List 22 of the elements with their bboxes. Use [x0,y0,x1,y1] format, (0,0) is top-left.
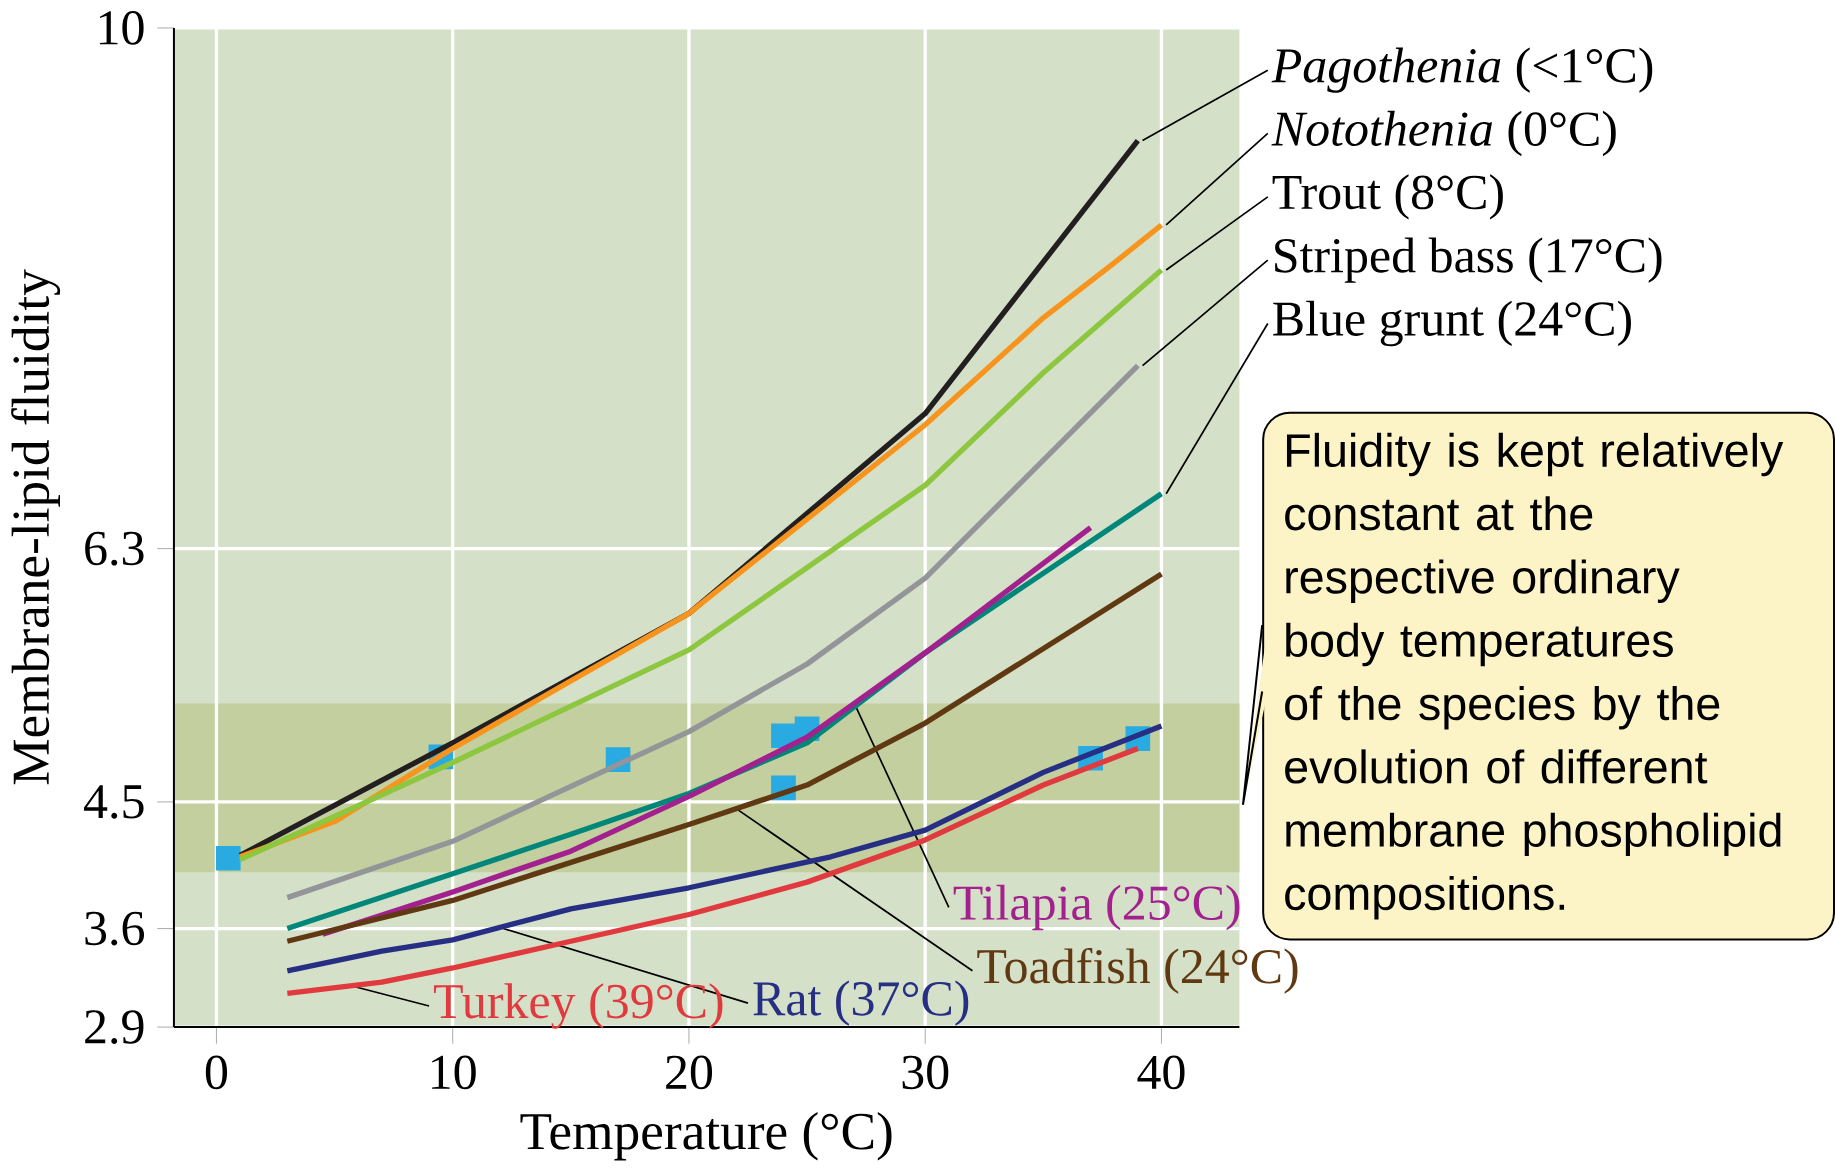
x-axis-title: Temperature (°C) [520,1112,892,1161]
text: Rat (37°C) [753,980,969,1027]
y-tick-label: 6.3 [85,531,144,566]
x-tick-label: 30 [902,1055,949,1090]
y-tick-label: 2.9 [85,1010,144,1045]
text: Tilapia (25°C) [953,885,1240,931]
x-tick-label: 40 [1137,1055,1185,1090]
text: Toadfish (24°C) [977,948,1298,994]
x-tick-label: 20 [666,1055,713,1090]
x-tick-label: 0 [205,1055,228,1090]
x-tick-label: 10 [432,1055,476,1090]
series-label: Turkey (39°C) [433,983,723,1029]
y-tick-label: 3.6 [85,911,145,946]
text: Striped bass (17°C) [1275,237,1662,284]
y-tick-label: 10 [99,11,144,46]
band-label: Fluidity is kept relatively constant at the respective ordinary body temperatures of the species by the evolution of different membrane phospholipid compositions. [1285,433,1784,920]
text: Pagothenia (<1°C) [1271,47,1653,94]
y-tick-label: 4.5 [84,785,144,819]
text: Trout (8°C) [1272,174,1503,220]
y-axis-title: Membrane-lipid fluidity [11,269,61,785]
text: Blue grunt (24°C) [1273,300,1631,347]
text: Notothenia (0°C) [1271,111,1616,157]
